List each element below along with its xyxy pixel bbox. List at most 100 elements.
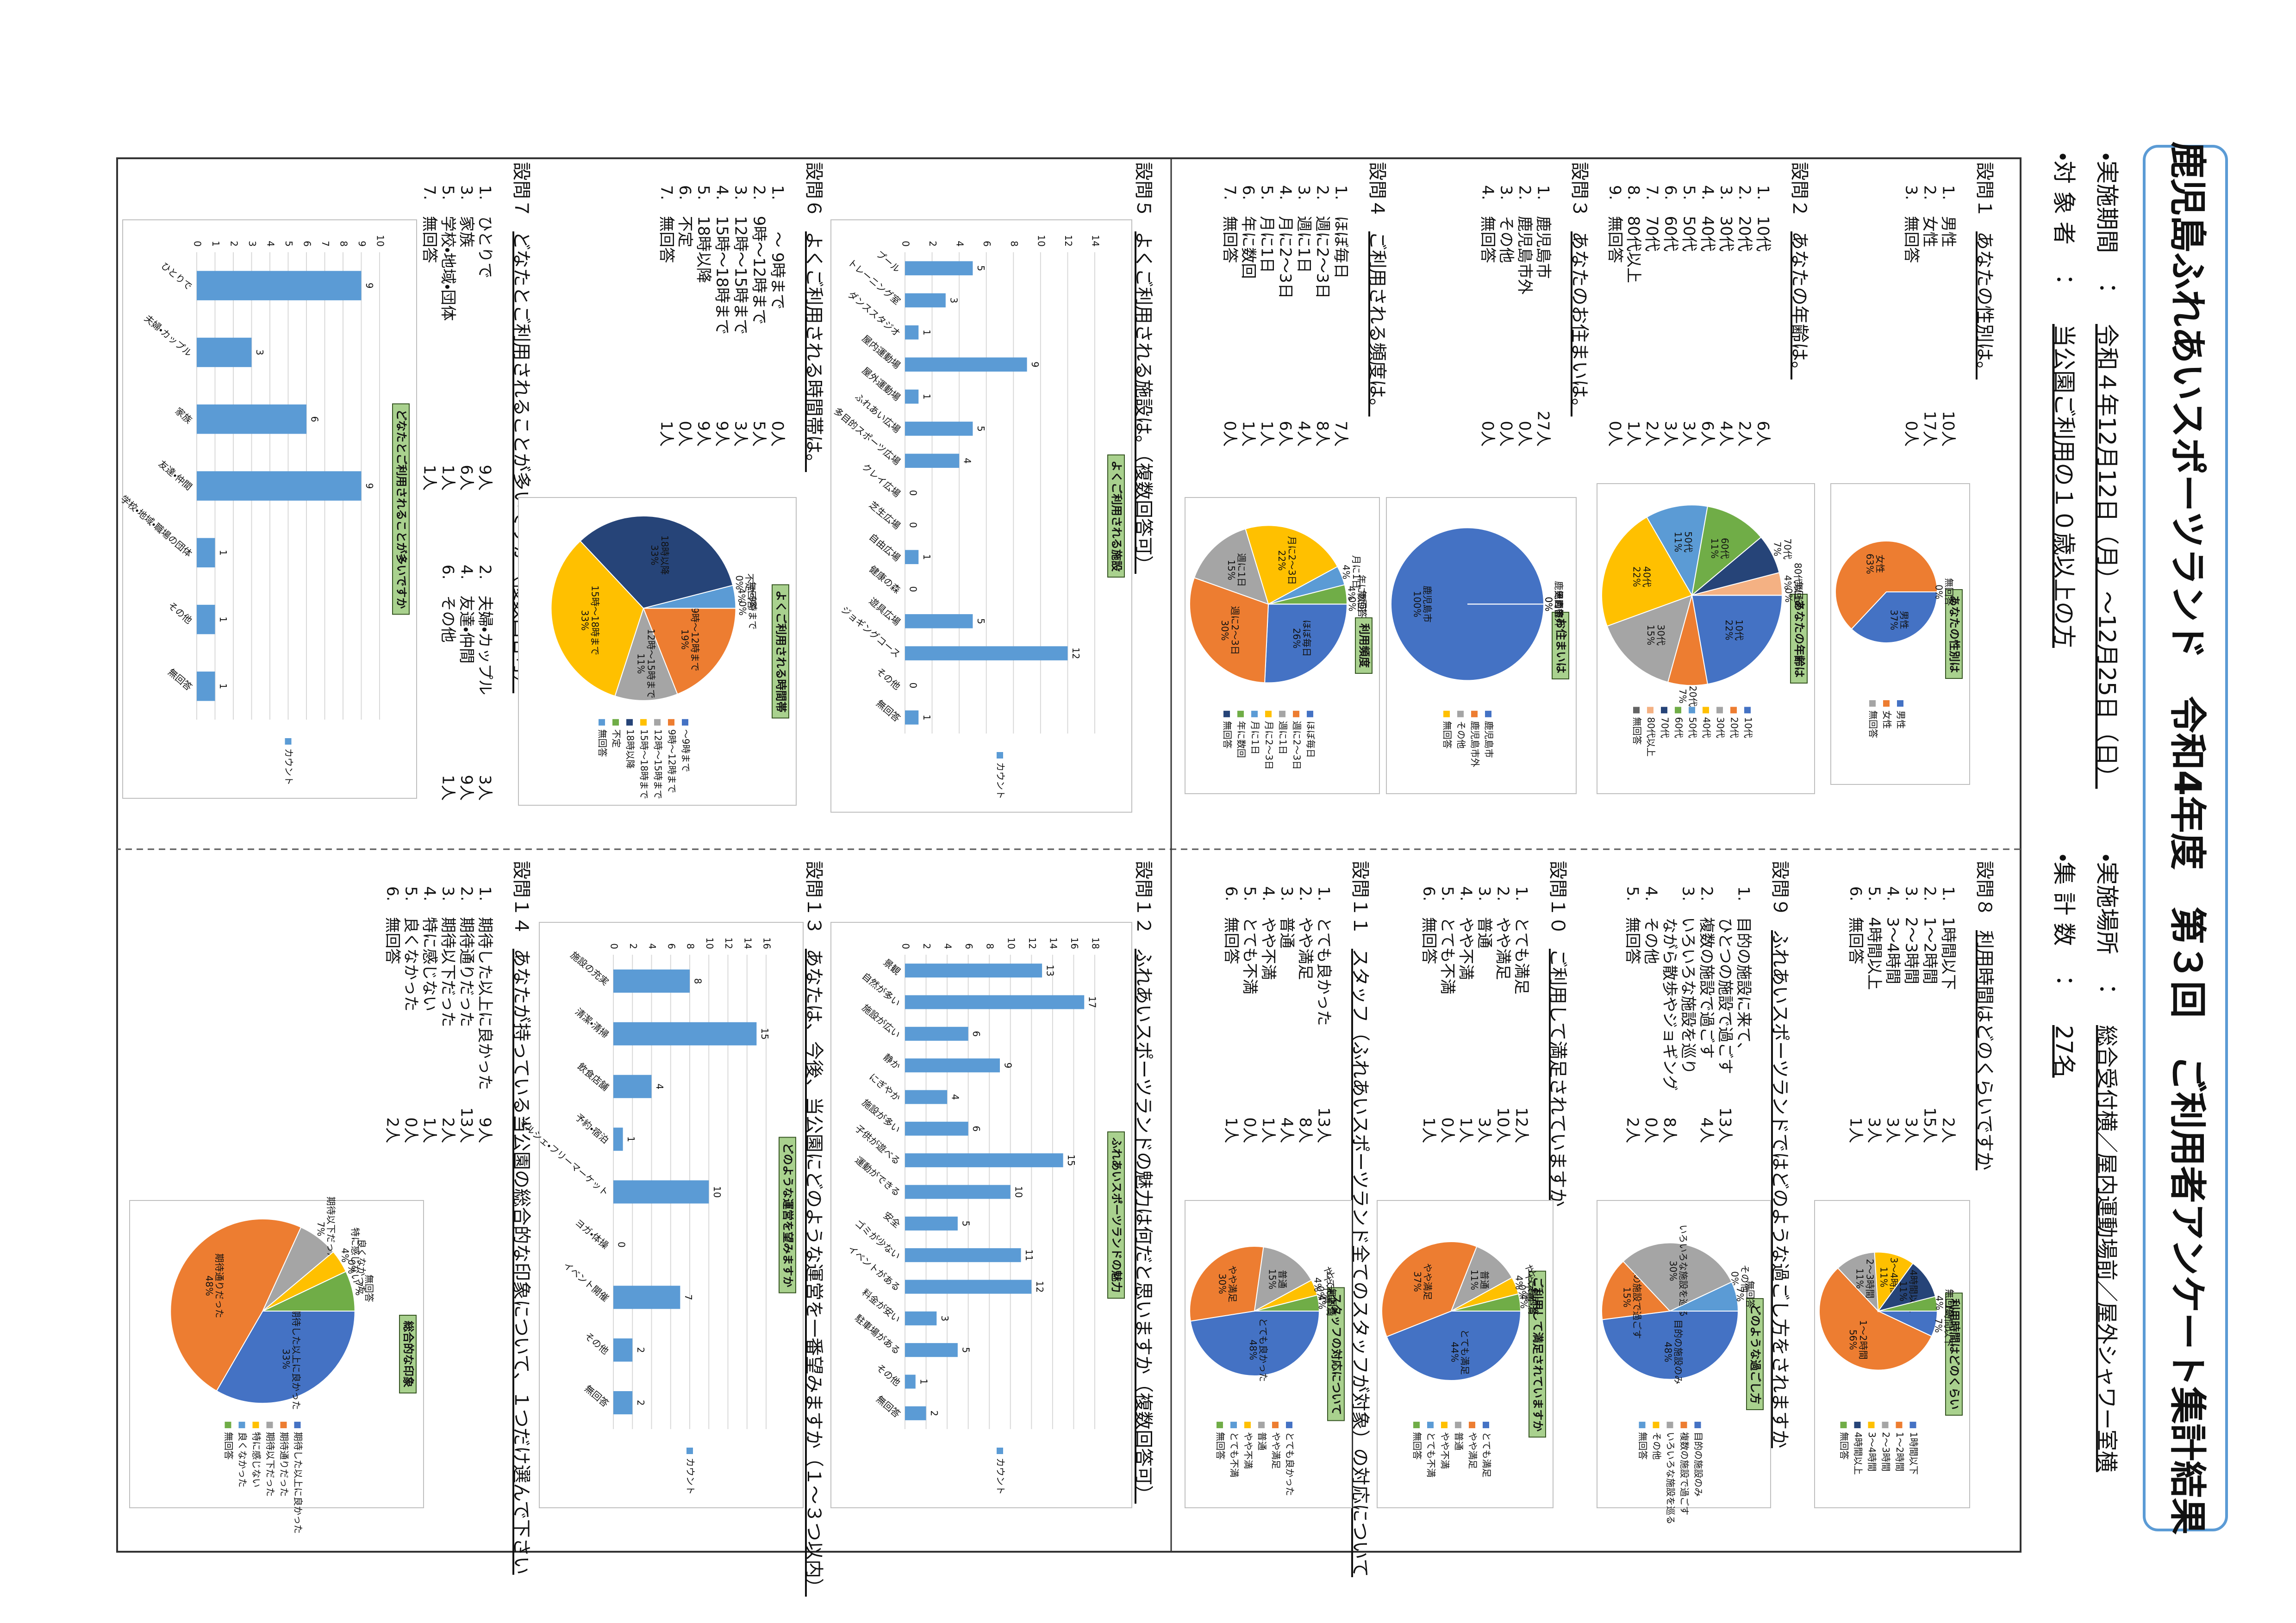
question-number: 設問５ xyxy=(1133,162,1154,218)
slice-category: 1時間以下 xyxy=(1943,1304,1954,1347)
chart-title: どのような過ごし方 xyxy=(1749,1304,1762,1404)
y-tick-label: 0 xyxy=(900,241,911,247)
slice-category: 特に感じない xyxy=(350,1227,361,1283)
slice-category: 2～3時間 xyxy=(1865,1259,1876,1298)
legend-swatch xyxy=(1716,707,1723,714)
y-tick-label: 0 xyxy=(192,241,203,247)
y-tick-label: 6 xyxy=(963,943,974,949)
bar xyxy=(905,1216,958,1231)
legend-swatch xyxy=(285,738,292,745)
legend-label: 無回答 xyxy=(223,1432,234,1460)
bar-value-label: 12 xyxy=(1034,1281,1045,1293)
option-label: 6. 無回答 xyxy=(1420,886,1438,964)
option-label: 2. やや満足 xyxy=(1296,886,1315,980)
bar-value-label: 10 xyxy=(1013,1186,1024,1198)
legend-swatch xyxy=(997,1448,1003,1454)
bar-value-label: 5 xyxy=(975,426,986,432)
slice-label: 48% xyxy=(1248,1340,1259,1360)
option-label: 4. やや不満 xyxy=(1457,886,1475,980)
legend-swatch xyxy=(1258,1422,1265,1429)
chart-frame xyxy=(539,922,804,1508)
slice-category: 40代 xyxy=(1641,566,1653,587)
y-tick-label: 4 xyxy=(647,943,658,949)
bar xyxy=(197,538,215,568)
option-label: 1. ほぼ毎日 xyxy=(1332,185,1350,279)
option-label: 2. 1～2時間 xyxy=(1921,886,1939,984)
legend-swatch xyxy=(1703,707,1709,714)
slice-label: 0% xyxy=(1347,597,1358,612)
option-count: 6人 xyxy=(1754,421,1772,447)
option-count: 9人 xyxy=(476,465,494,491)
question-text: あなたの年齢は。 xyxy=(1789,231,1810,379)
slice-label: 11% xyxy=(1469,1269,1480,1290)
slice-label: 15% xyxy=(1622,1287,1633,1307)
bar-value-label: 0 xyxy=(908,522,919,528)
option-count: 4人 xyxy=(1278,1117,1296,1143)
bar-value-label: 5 xyxy=(960,1347,971,1353)
legend-label: その他 xyxy=(1456,721,1467,749)
bar-value-label: 15 xyxy=(1066,1154,1077,1166)
bar-value-label: 7 xyxy=(683,1294,694,1300)
bar xyxy=(905,1248,1021,1262)
slice-label: 22% xyxy=(1631,566,1642,587)
slice-category: 10代 xyxy=(1734,620,1745,640)
chart-title-box xyxy=(1746,1298,1764,1410)
slice-category: 鹿児島市 xyxy=(1422,585,1433,622)
pie-slice xyxy=(580,515,734,609)
legend-swatch xyxy=(668,719,674,726)
slice-category: 無回答 xyxy=(746,581,757,609)
option-label: 5. 月に1日 xyxy=(1258,185,1276,273)
option-count: 15人 xyxy=(1921,1107,1939,1143)
legend-swatch xyxy=(1639,1422,1646,1429)
bar xyxy=(613,1022,757,1045)
option-label: 3. いろいろな施設を巡り xyxy=(1679,886,1697,1074)
slice-label: 22% xyxy=(1276,550,1287,571)
slice-category: 18時以降 xyxy=(659,535,670,575)
option-label: 5. 学校・地域・団体 xyxy=(439,185,457,321)
legend-swatch xyxy=(1694,1422,1701,1429)
bar xyxy=(905,1374,916,1389)
legend-swatch xyxy=(997,752,1003,759)
pie-slice xyxy=(1602,1311,1739,1380)
chart-title-box xyxy=(1355,617,1373,674)
legend-swatch xyxy=(1730,707,1737,714)
info-label: ・対 象 者 ： xyxy=(2051,153,2078,291)
bar-value-label: 6 xyxy=(309,416,320,422)
legend-swatch xyxy=(1653,1422,1660,1429)
legend-label: 鹿児島市 xyxy=(1484,721,1495,758)
y-tick-label: 8 xyxy=(1009,241,1020,247)
bar xyxy=(613,1127,623,1151)
slice-label: 0% xyxy=(1783,588,1794,603)
legend-label: 月に1日 xyxy=(1250,721,1261,755)
option-count: 4人 xyxy=(1697,1117,1716,1143)
slice-label: 4% xyxy=(1341,565,1352,579)
slice-category: その他 xyxy=(1739,1265,1750,1293)
legend-swatch xyxy=(1265,710,1272,717)
slice-label: 48% xyxy=(1663,1342,1674,1362)
bar xyxy=(197,604,215,634)
option-count: 2人 xyxy=(1735,421,1754,447)
bar-value-label: 5 xyxy=(975,618,986,624)
legend-label: 期待した以上に良かった xyxy=(293,1432,304,1534)
bar xyxy=(905,357,1027,372)
question-text: よくご利用される施設は。（複数回答可） xyxy=(1133,231,1154,574)
y-tick-label: 18 xyxy=(1090,938,1101,949)
slice-category: とても不満 xyxy=(1325,1270,1336,1316)
slice-category: 20代 xyxy=(1687,686,1698,707)
bar-value-label: 1 xyxy=(921,715,932,721)
legend-swatch xyxy=(1485,710,1491,717)
chart-title-box xyxy=(399,1315,417,1393)
slice-label: 15% xyxy=(1645,625,1656,645)
option-label: 1. 期待した以上に良かった xyxy=(476,886,494,1090)
legend-swatch xyxy=(1689,707,1695,714)
legend-label: 不定 xyxy=(611,729,622,748)
pie-slice xyxy=(1670,1281,1739,1312)
info-value: 総合受付横／屋内運動場前／屋外シャワー室横 xyxy=(2095,1025,2120,1472)
legend-label: 月に2～3日 xyxy=(1264,721,1275,770)
option-count: 1人 xyxy=(1847,1117,1865,1143)
slice-category: とても満足 xyxy=(1459,1329,1470,1374)
slice-category: 1～2時間 xyxy=(1858,1320,1869,1359)
chart-title-box xyxy=(1945,1293,1963,1416)
option-label: 3. 週に1日 xyxy=(1295,185,1313,273)
option-count: 3人 xyxy=(731,421,750,447)
